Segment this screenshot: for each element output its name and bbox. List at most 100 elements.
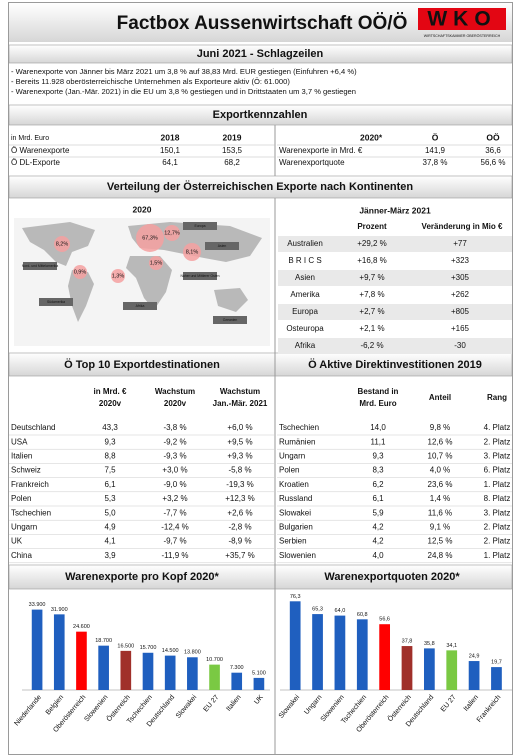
table-cell: +305: [451, 273, 470, 282]
bar: [120, 650, 132, 690]
table-cell: 9,3: [104, 437, 116, 446]
table-cell: +9,5 %: [227, 437, 252, 446]
value-label: 18.700: [95, 638, 112, 644]
table-cell: 4,2: [372, 523, 384, 532]
map-bubble-label: 67,3%: [142, 235, 158, 241]
map-bubble-label: 8,1%: [186, 249, 199, 255]
table-cell: 141,9: [425, 146, 446, 155]
band: [8, 104, 513, 126]
table-cell: Ungarn: [11, 523, 37, 532]
table-header: Anteil: [429, 393, 451, 402]
bar: [142, 652, 154, 690]
table-header: in Mrd. Euro: [11, 135, 49, 142]
table-cell: 36,6: [485, 146, 501, 155]
bar: [31, 609, 43, 690]
logo: WKO: [427, 8, 496, 31]
table-header: Mrd. Euro: [359, 399, 396, 408]
table-cell: Amerika: [290, 290, 320, 299]
table-cell: Deutschland: [11, 423, 55, 432]
table-cell: 14,0: [370, 423, 386, 432]
table-header: Ö: [432, 132, 439, 142]
value-label: 5.100: [252, 670, 266, 676]
table-header: Wachstum: [155, 387, 195, 396]
table-cell: -11,9 %: [162, 551, 189, 560]
table-cell: +165: [451, 324, 470, 333]
table-cell: Serbien: [279, 537, 307, 546]
table-cell: Tschechien: [11, 508, 51, 517]
table-cell: USA: [11, 437, 28, 446]
table-cell: -9,3 %: [163, 452, 186, 461]
map-region-label: Naher und Mittlerer Osten: [180, 274, 219, 278]
table-cell: 4,2: [372, 537, 384, 546]
table-cell: -3,8 %: [163, 423, 186, 432]
table-cell: +3,2 %: [162, 494, 187, 503]
map-region-box: [123, 302, 157, 310]
table-cell: 9,8 %: [430, 423, 450, 432]
table-cell: 5,9: [372, 508, 384, 517]
headline: - Warenexporte (Jan.-Mär. 2021) in die E…: [11, 87, 356, 96]
row-shade: [278, 338, 512, 354]
map-region-label: Europa: [195, 224, 206, 228]
land: [68, 270, 94, 322]
table-header: Veränderung in Mio €: [422, 222, 503, 231]
value-label: 56,6: [379, 617, 390, 623]
value-label: 10.700: [206, 657, 223, 663]
table-cell: 6. Platz: [484, 466, 511, 475]
table-cell: 5,3: [104, 494, 116, 503]
title: Factbox Aussenwirtschaft OÖ/Ö: [117, 13, 408, 34]
table-cell: -9,0 %: [163, 480, 186, 489]
table-cell: 8,8: [104, 452, 116, 461]
table-cell: Rumänien: [279, 437, 315, 446]
map-bubble: [111, 269, 125, 283]
x-tick-label: UK: [253, 694, 265, 706]
table-cell: Australien: [287, 239, 323, 248]
map-region-box: [23, 262, 57, 270]
value-label: 31.900: [51, 607, 68, 613]
table-cell: Ö Warenexporte: [11, 146, 70, 155]
land: [214, 288, 248, 312]
table-header: 2019: [223, 132, 242, 142]
map-region-box: [213, 316, 247, 324]
table-cell: 3,9: [104, 551, 116, 560]
table-cell: 6,1: [372, 494, 384, 503]
table-cell: 12,6 %: [428, 437, 453, 446]
table-cell: 4,0 %: [430, 466, 450, 475]
table-cell: +7,8 %: [359, 290, 384, 299]
table-cell: +9,3 %: [227, 452, 252, 461]
table-cell: +805: [451, 307, 470, 316]
table-cell: -8,9 %: [228, 537, 251, 546]
table-cell: +77: [453, 239, 467, 248]
bar: [76, 631, 87, 690]
map-region-box: [183, 272, 217, 280]
table-cell: Polen: [279, 466, 299, 475]
table-cell: 2. Platz: [484, 437, 511, 446]
value-label: 15.700: [140, 645, 157, 651]
table-cell: Afrika: [295, 341, 316, 350]
table-cell: 3. Platz: [484, 508, 511, 517]
table-cell: 9,1 %: [430, 523, 450, 532]
bar: [401, 646, 413, 690]
table-cell: 11,6 %: [428, 508, 452, 517]
table-title: Jänner-März 2021: [359, 205, 431, 215]
table-cell: Osteuropa: [286, 324, 324, 333]
table-cell: 1,4 %: [430, 494, 450, 503]
table-cell: Warenexportquote: [279, 158, 345, 167]
table-cell: Frankreich: [11, 480, 49, 489]
table-cell: +262: [451, 290, 470, 299]
table-cell: UK: [11, 537, 23, 546]
bar: [231, 672, 243, 690]
table-cell: Ungarn: [279, 452, 305, 461]
table-cell: 64,1: [162, 158, 178, 167]
value-label: 64,0: [335, 608, 346, 614]
band: [8, 352, 513, 377]
map-bubble-label: 12,7%: [164, 230, 180, 236]
map-bubble-label: 0,9%: [74, 269, 87, 275]
map-bubble: [164, 225, 180, 241]
table-cell: +2,6 %: [227, 508, 252, 517]
table-cell: 1. Platz: [484, 551, 511, 560]
logo-subtitle: WIRTSCHAFTSKAMMER OBERÖSTERREICH: [424, 34, 501, 38]
map-region-label: Südamerika: [47, 300, 65, 304]
table-cell: 23,6 %: [428, 480, 453, 489]
table-cell: 8,3: [372, 466, 384, 475]
